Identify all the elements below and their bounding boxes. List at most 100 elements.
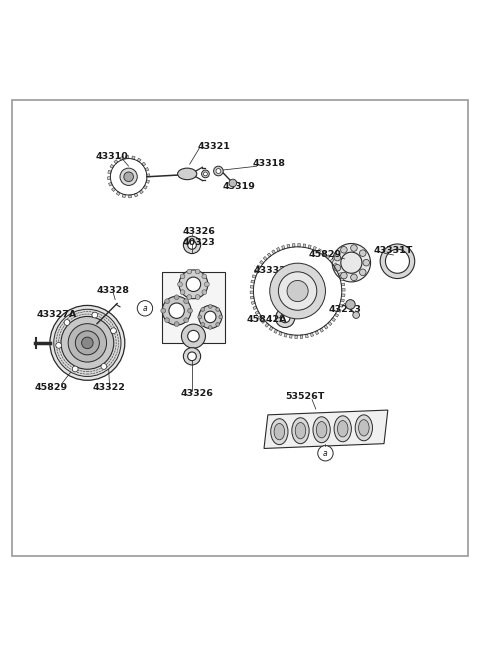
Polygon shape [108, 182, 112, 186]
Circle shape [198, 315, 202, 319]
Circle shape [280, 313, 290, 323]
Polygon shape [260, 261, 264, 265]
Circle shape [250, 244, 345, 339]
Polygon shape [250, 291, 253, 293]
Circle shape [68, 324, 107, 362]
Circle shape [75, 331, 99, 355]
Polygon shape [340, 278, 344, 281]
Circle shape [195, 269, 200, 274]
Circle shape [183, 348, 201, 365]
Circle shape [124, 172, 133, 181]
Circle shape [50, 305, 125, 381]
Polygon shape [289, 335, 292, 338]
Circle shape [82, 337, 93, 348]
Circle shape [229, 179, 237, 187]
Polygon shape [253, 306, 257, 310]
Circle shape [137, 301, 153, 316]
Polygon shape [264, 410, 388, 449]
Polygon shape [331, 318, 336, 322]
Polygon shape [315, 331, 319, 335]
Text: 43318: 43318 [252, 159, 285, 168]
Polygon shape [111, 187, 116, 191]
Circle shape [318, 445, 333, 461]
Polygon shape [300, 335, 303, 339]
Polygon shape [303, 244, 306, 248]
Polygon shape [134, 193, 138, 197]
Circle shape [204, 311, 216, 323]
Polygon shape [341, 294, 345, 297]
Circle shape [174, 322, 179, 327]
Circle shape [180, 290, 185, 295]
Circle shape [184, 318, 189, 323]
Text: 43327A: 43327A [36, 310, 77, 318]
Circle shape [181, 324, 205, 348]
Polygon shape [120, 157, 123, 160]
Polygon shape [142, 162, 146, 166]
Circle shape [54, 309, 121, 377]
Polygon shape [335, 313, 338, 317]
Circle shape [174, 295, 179, 299]
Circle shape [179, 270, 208, 299]
Circle shape [188, 309, 192, 313]
Circle shape [287, 280, 308, 301]
Circle shape [360, 269, 366, 276]
Polygon shape [328, 322, 332, 326]
Polygon shape [145, 168, 149, 171]
Text: 40323: 40323 [183, 238, 216, 246]
Circle shape [165, 299, 169, 304]
Circle shape [186, 277, 201, 291]
Circle shape [180, 274, 185, 279]
Polygon shape [330, 259, 334, 263]
Polygon shape [298, 244, 300, 247]
Ellipse shape [178, 168, 197, 179]
Polygon shape [251, 296, 254, 299]
Circle shape [341, 246, 347, 253]
Circle shape [120, 168, 137, 185]
Ellipse shape [359, 420, 369, 436]
Circle shape [201, 322, 204, 326]
Circle shape [61, 316, 114, 369]
Circle shape [108, 156, 150, 198]
Text: 43332: 43332 [253, 266, 286, 275]
Circle shape [161, 309, 166, 313]
Polygon shape [342, 289, 345, 291]
Polygon shape [274, 329, 277, 333]
Circle shape [72, 366, 78, 372]
Circle shape [188, 240, 196, 250]
Polygon shape [144, 185, 147, 189]
Circle shape [363, 259, 370, 266]
Circle shape [214, 166, 223, 176]
Polygon shape [257, 265, 261, 269]
Polygon shape [310, 333, 313, 337]
Polygon shape [305, 334, 308, 338]
Polygon shape [313, 246, 316, 250]
Circle shape [101, 364, 107, 369]
Polygon shape [146, 180, 149, 183]
Circle shape [353, 312, 360, 318]
Circle shape [204, 282, 209, 287]
Polygon shape [272, 250, 276, 254]
Polygon shape [284, 333, 287, 337]
Text: 43321: 43321 [197, 141, 230, 151]
Circle shape [360, 250, 366, 256]
Circle shape [195, 295, 200, 299]
Polygon shape [137, 158, 141, 162]
Circle shape [208, 305, 212, 309]
Circle shape [341, 272, 347, 279]
Text: 43322: 43322 [93, 383, 126, 392]
Ellipse shape [295, 422, 306, 439]
Polygon shape [276, 248, 280, 252]
Text: 45829: 45829 [309, 250, 342, 259]
Polygon shape [336, 267, 340, 271]
Text: a: a [143, 304, 147, 313]
Polygon shape [265, 323, 269, 328]
Polygon shape [132, 156, 135, 159]
Polygon shape [126, 156, 129, 159]
Ellipse shape [337, 421, 348, 437]
Circle shape [199, 305, 222, 328]
Circle shape [351, 245, 357, 252]
Text: 43326: 43326 [180, 389, 213, 398]
Circle shape [202, 290, 207, 295]
Polygon shape [318, 249, 322, 253]
Text: 43319: 43319 [223, 182, 255, 191]
